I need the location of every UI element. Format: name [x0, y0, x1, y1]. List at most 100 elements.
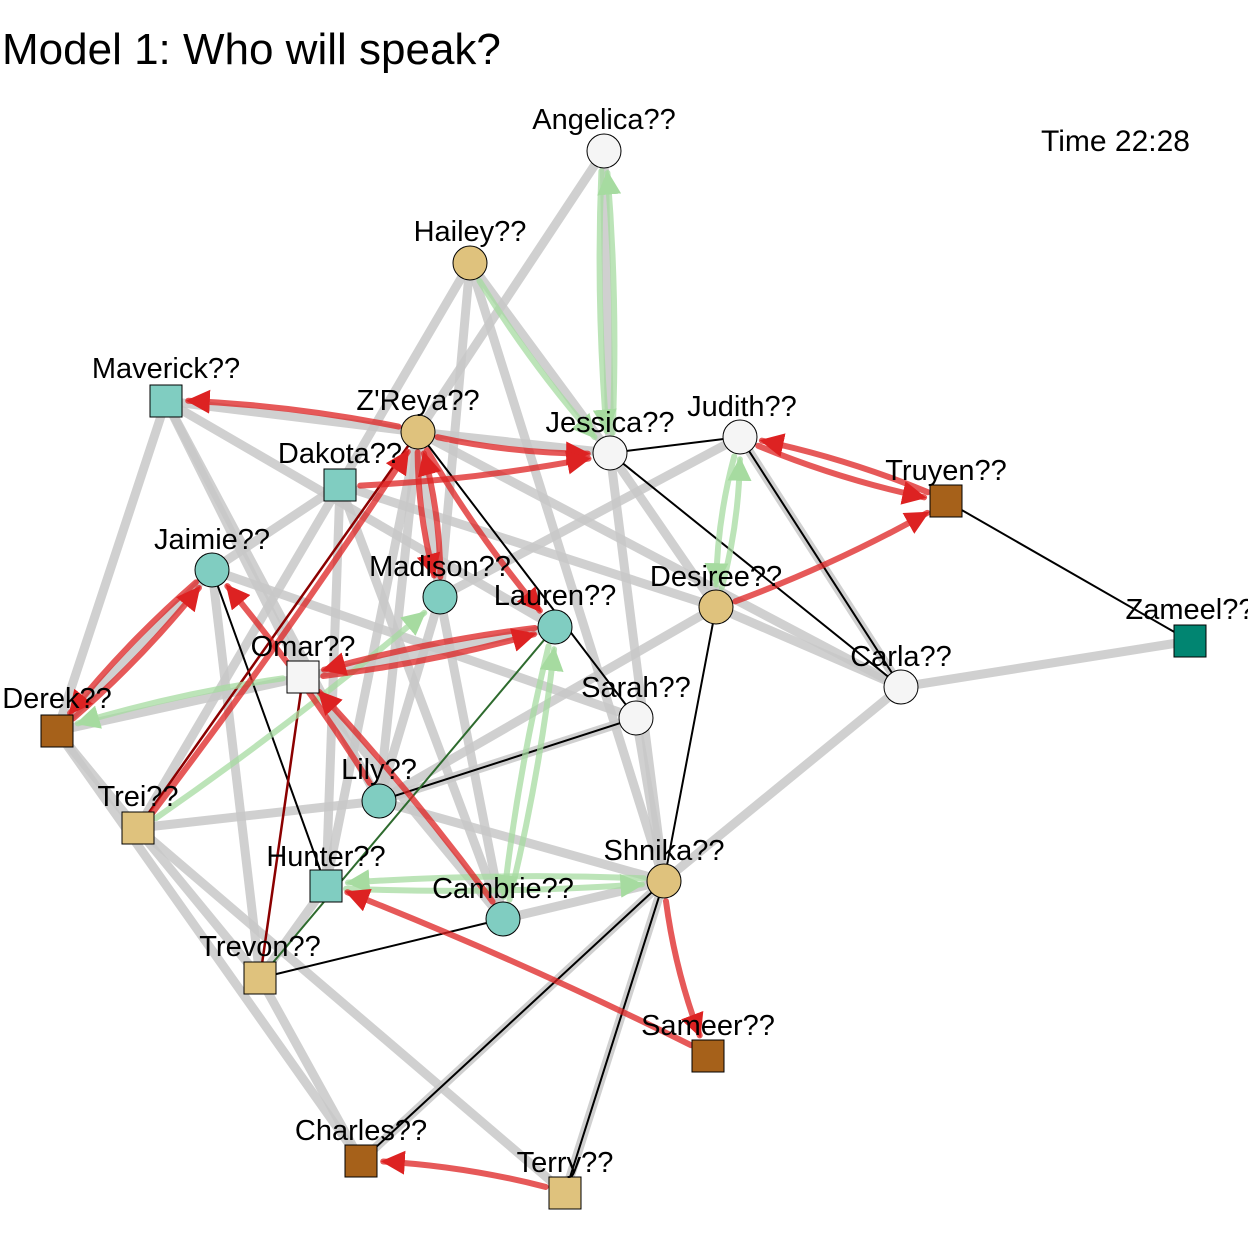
node-label-shnika: Shnika?? — [604, 835, 725, 867]
red-arrow-shnika-sameer — [662, 898, 704, 1039]
node-jaimie — [194, 552, 230, 588]
node-label-terry: Terry?? — [517, 1147, 614, 1179]
green-arrow-hailey-jessica — [476, 277, 598, 441]
red-arrow-cambrie-omar — [316, 689, 496, 905]
edge-angelica-jessica — [599, 146, 615, 458]
node-label-zreya: Z'Reya?? — [356, 385, 479, 417]
node-derek — [40, 714, 74, 748]
red-arrow-sameer-hunter — [344, 888, 694, 1049]
node-label-angelica: Angelica?? — [532, 104, 676, 136]
red-arrow-zreya-lauren — [424, 447, 543, 614]
edge-truyen-zameel — [945, 500, 1191, 642]
node-trevon — [243, 961, 277, 995]
node-label-trevon: Trevon?? — [199, 931, 320, 963]
edge-jessica-carla — [609, 452, 902, 688]
green-arrow-jessica-angelica — [597, 169, 622, 436]
green-arrow-omar-derek — [74, 675, 286, 729]
red-arrow-trei-zreya — [148, 448, 411, 817]
node-cambrie — [485, 901, 521, 937]
node-angelica — [586, 133, 622, 169]
node-label-jessica: Jessica?? — [546, 407, 675, 439]
node-label-cambrie: Cambrie?? — [432, 873, 574, 905]
green-arrow-lauren-cambrie — [494, 643, 552, 900]
node-zreya — [400, 414, 436, 450]
node-label-sarah: Sarah?? — [581, 672, 691, 704]
label-layer: Angelica?? Hailey?? Maverick?? Z'Reya?? Jess… — [2, 104, 1248, 1179]
node-trei — [121, 811, 155, 845]
node-zameel — [1173, 624, 1207, 658]
node-label-carla: Carla?? — [850, 641, 952, 673]
node-layer — [40, 133, 1207, 1210]
node-label-lily: Lily?? — [341, 754, 417, 786]
node-sameer — [691, 1039, 725, 1073]
node-label-judith: Judith?? — [687, 391, 797, 423]
edge-zreya-lily — [374, 427, 423, 806]
node-maverick — [149, 384, 183, 418]
red-arrow-judith-truyen — [755, 442, 928, 505]
time-label: Time 22:28 — [1041, 125, 1190, 158]
node-judith — [722, 419, 758, 455]
node-jessica — [592, 435, 628, 471]
node-sarah — [618, 700, 654, 736]
node-label-charles: Charles?? — [295, 1115, 427, 1147]
node-shnika — [646, 863, 682, 899]
red-arrow-madison-zreya — [417, 450, 444, 580]
node-label-jaimie: Jaimie?? — [154, 524, 270, 556]
node-label-trei: Trei?? — [97, 781, 178, 813]
node-dakota — [323, 468, 357, 502]
thin-edge-layer — [136, 430, 1191, 1194]
red-arrow-zreya-maverick — [185, 389, 402, 430]
edge-trevon-charles — [255, 973, 366, 1166]
node-truyen — [929, 484, 963, 518]
edge-angelica-zreya — [413, 146, 609, 437]
edge-judith-carla — [739, 436, 902, 688]
edge-trevon-cambrie — [259, 918, 504, 979]
node-label-madison: Madison?? — [369, 551, 511, 583]
edge-trevon-omar — [258, 675, 305, 980]
green-arrow-cambrie-lauren — [506, 646, 564, 903]
edge-trei-lily — [133, 796, 384, 833]
edge-trei-zreya — [136, 430, 420, 830]
green-arrow-desiree-judith — [718, 456, 752, 591]
arrow-edge-layer — [67, 168, 931, 1190]
red-arrow-jaimie-derek — [67, 579, 199, 717]
diagram-title: Model 1: Who will speak? — [2, 25, 501, 74]
green-arrow-angelica-jessica — [592, 168, 617, 435]
edge-jessica-desiree — [605, 448, 721, 612]
edge-hailey-dakota — [335, 258, 475, 490]
node-label-dakota: Dakota?? — [278, 438, 402, 470]
node-terry — [548, 1176, 582, 1210]
node-label-lauren: Lauren?? — [494, 580, 617, 612]
node-label-hailey: Hailey?? — [414, 216, 527, 248]
edge-judith-madison — [435, 432, 745, 602]
edge-hailey-shnika — [465, 258, 669, 886]
edge-maverick-derek — [52, 396, 171, 736]
edge-carla-zameel — [896, 636, 1195, 692]
edge-jessica-judith — [609, 436, 741, 454]
edge-sarah-shnika — [631, 713, 669, 886]
red-arrow-terry-charles — [380, 1150, 549, 1190]
red-arrow-omar-lauren — [320, 628, 538, 680]
node-lauren — [537, 609, 573, 645]
edge-dakota-cambrie — [335, 480, 508, 924]
edge-shnika-terry — [564, 880, 665, 1194]
edge-maverick-omar — [161, 396, 308, 682]
node-label-maverick: Maverick?? — [92, 353, 240, 385]
node-label-hunter: Hunter?? — [266, 841, 385, 873]
node-madison — [422, 579, 458, 615]
edge-carla-shnika — [659, 682, 906, 886]
node-desiree — [698, 589, 734, 625]
edge-hailey-madison — [435, 258, 475, 602]
node-label-derek: Derek?? — [2, 683, 112, 715]
edge-jaimie-hunter — [211, 569, 327, 887]
green-arrow-shnika-hunter — [344, 869, 647, 894]
edge-lily-sarah — [378, 717, 637, 802]
node-lily — [361, 783, 397, 819]
node-hailey — [452, 245, 488, 281]
red-arrow-lauren-omar — [320, 624, 538, 676]
node-label-omar: Omar?? — [251, 631, 356, 663]
red-arrow-desiree-truyen — [732, 509, 931, 605]
node-carla — [883, 669, 919, 705]
node-label-desiree: Desiree?? — [650, 561, 782, 593]
